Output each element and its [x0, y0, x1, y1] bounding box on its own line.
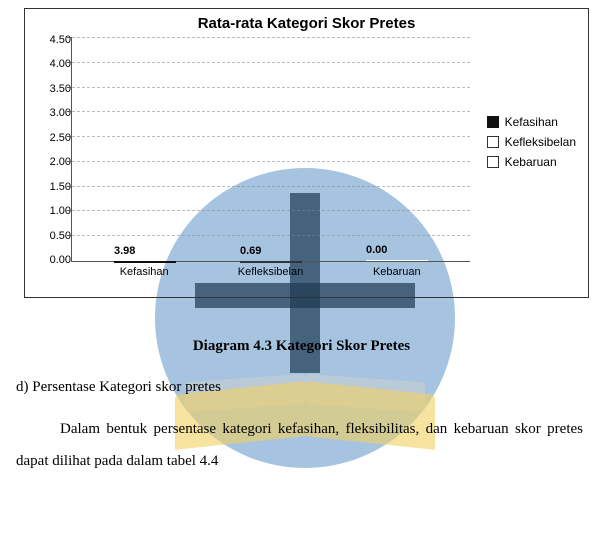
x-tick-label: Kefleksibelan [235, 266, 305, 278]
legend-swatch [487, 156, 499, 168]
grid-line [72, 62, 470, 63]
x-tick-label: Kebaruan [362, 266, 432, 278]
y-tick [67, 37, 72, 38]
legend-swatch [487, 136, 499, 148]
legend-swatch [487, 116, 499, 128]
paragraph-body: Dalam bentuk persentase kategori kefasih… [16, 414, 583, 477]
y-tick [67, 186, 72, 187]
y-tick [67, 161, 72, 162]
legend-label: Kefasihan [505, 115, 558, 129]
y-tick [67, 136, 72, 137]
legend-label: Kebaruan [505, 155, 557, 169]
grid-line [72, 210, 470, 211]
x-tick-label: Kefasihan [109, 266, 179, 278]
pretest-bar-chart: Rata-rata Kategori Skor Pretes 4.504.003… [24, 8, 589, 298]
bar-value-label: 3.98 [114, 245, 135, 257]
plot-area: 3.98 0.69 0.00 [71, 38, 470, 262]
bar-value-label: 0.00 [366, 244, 387, 256]
legend: Kefasihan Kefleksibelan Kebaruan [487, 109, 576, 175]
chart-title: Rata-rata Kategori Skor Pretes [33, 15, 580, 32]
legend-item: Kefleksibelan [487, 135, 576, 149]
grid-line [72, 136, 470, 137]
y-axis: 4.504.003.503.002.502.001.501.000.500.00 [33, 38, 71, 278]
y-tick [67, 87, 72, 88]
bar: 0.00 [362, 260, 432, 261]
legend-item: Kebaruan [487, 155, 576, 169]
list-item-d: d) Persentase Kategori skor pretes [16, 379, 583, 396]
legend-item: Kefasihan [487, 115, 576, 129]
y-tick [67, 235, 72, 236]
legend-label: Kefleksibelan [505, 135, 576, 149]
figure-caption: Diagram 4.3 Kategori Skor Pretes [0, 338, 603, 355]
grid-line [72, 87, 470, 88]
y-tick [67, 111, 72, 112]
bar-value-label: 0.69 [240, 245, 261, 257]
x-axis: Kefasihan Kefleksibelan Kebaruan [71, 262, 470, 278]
y-tick [67, 62, 72, 63]
grid-line [72, 161, 470, 162]
y-tick [67, 210, 72, 211]
grid-line [72, 37, 470, 38]
grid-line [72, 111, 470, 112]
grid-line [72, 186, 470, 187]
grid-line [72, 235, 470, 236]
